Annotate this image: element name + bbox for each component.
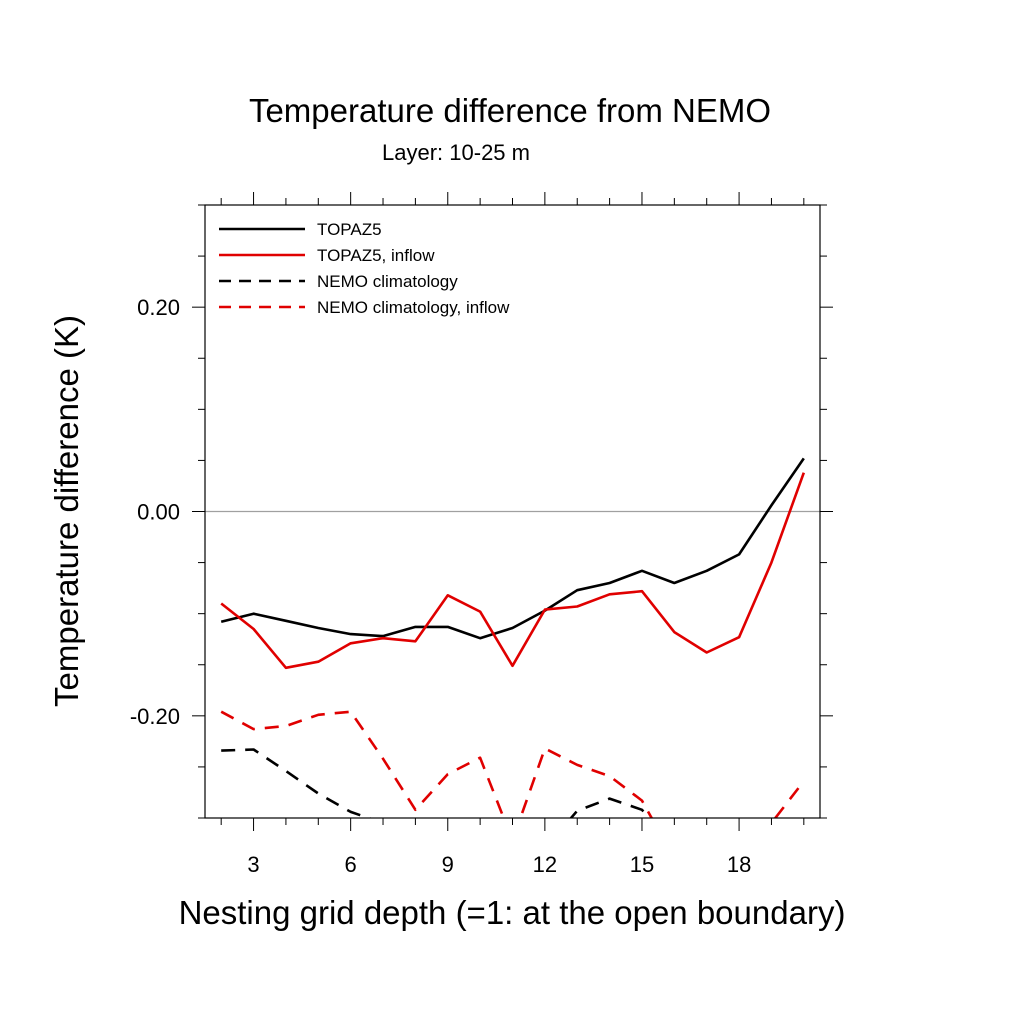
legend-label: TOPAZ5, inflow <box>317 246 435 265</box>
tick-labels-layer: 3 6 9 12 15 18 0.20 0.00 -0.20 <box>130 295 751 877</box>
y-tick-label: 0.20 <box>137 295 180 320</box>
legend-label: NEMO climatology <box>317 272 458 291</box>
legend-label: NEMO climatology, inflow <box>317 298 510 317</box>
series-line-1 <box>220 457 805 640</box>
x-tick-label: 3 <box>247 852 259 877</box>
series-line-4 <box>220 710 805 818</box>
legend-label: TOPAZ5 <box>317 220 382 239</box>
y-tick-label: -0.20 <box>130 704 180 729</box>
legend: TOPAZ5 TOPAZ5, inflow NEMO climatology NEMO… <box>219 220 510 317</box>
x-tick-label: 18 <box>727 852 751 877</box>
x-tick-label: 15 <box>630 852 654 877</box>
x-axis-label: Nesting grid depth (=1: at the open boun… <box>179 894 846 931</box>
ticks-layer <box>192 192 833 831</box>
series-line-3 <box>221 748 651 818</box>
y-axis-label: Temperature difference (K) <box>48 315 85 707</box>
x-tick-label: 9 <box>442 852 454 877</box>
series-layer <box>220 457 806 818</box>
chart-subtitle: Layer: 10-25 m <box>382 140 530 165</box>
y-tick-label: 0.00 <box>137 500 180 525</box>
x-tick-label: 6 <box>345 852 357 877</box>
chart-title: Temperature difference from NEMO <box>249 92 771 129</box>
x-tick-label: 12 <box>533 852 557 877</box>
series-line-2 <box>220 472 806 670</box>
